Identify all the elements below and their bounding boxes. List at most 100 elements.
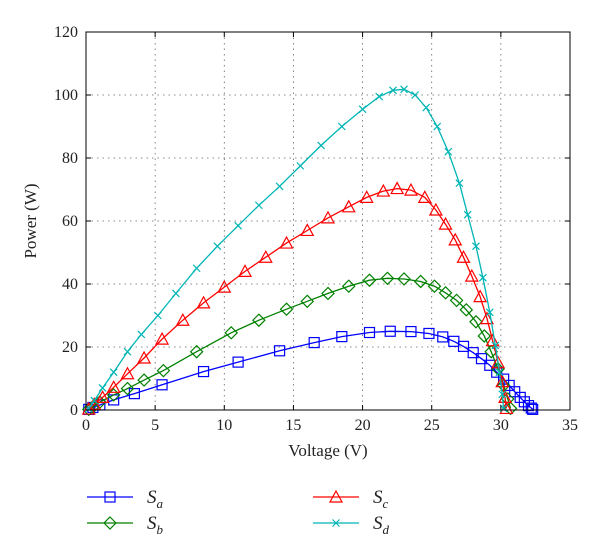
x-tick-label: 10 — [216, 417, 232, 434]
legend-item-sd: Sd — [313, 513, 390, 537]
data-point-sd — [498, 390, 507, 399]
data-point-sc — [175, 312, 190, 326]
data-point-sd — [400, 85, 408, 94]
data-point-sc — [258, 249, 273, 263]
data-point-sa — [525, 402, 537, 414]
data-point-sb — [300, 294, 315, 309]
data-point-sa — [423, 327, 435, 340]
grid-lines — [86, 32, 570, 410]
data-point-sb — [252, 313, 266, 328]
data-point-sc — [448, 232, 463, 246]
data-point-sc — [495, 374, 510, 388]
series-line-sd — [88, 88, 505, 409]
data-point-sd — [98, 384, 107, 392]
legend-label-base: S — [147, 487, 157, 508]
y-tick-label: 80 — [62, 150, 78, 167]
x-tick-label: 15 — [285, 417, 301, 434]
legend-label: Sc — [373, 487, 389, 511]
x-axis-label: Voltage (V) — [288, 441, 367, 460]
data-point-sa — [518, 396, 530, 408]
data-point-sb — [156, 363, 171, 378]
data-point-sc — [403, 182, 418, 196]
data-point-sa — [484, 359, 496, 371]
legend-label-base: S — [373, 513, 383, 534]
y-tick-label: 40 — [62, 276, 78, 293]
data-point-sc — [417, 190, 432, 203]
axis-ticks: 0 5 10 15 20 25 30 35 0 20 40 60 80 100 120 — [54, 24, 578, 434]
data-point-sa — [128, 388, 140, 400]
data-point-sd — [495, 368, 504, 377]
data-point-sa — [457, 340, 470, 352]
data-point-sd — [463, 210, 472, 219]
y-tick-label: 60 — [62, 213, 78, 230]
data-point-sd — [275, 182, 284, 191]
series-sd — [84, 85, 508, 413]
y-tick-label: 20 — [62, 339, 78, 356]
legend-item-sa: Sa — [87, 487, 164, 511]
data-point-sc — [491, 355, 506, 369]
data-point-sb — [137, 373, 151, 387]
data-point-sd — [375, 92, 384, 101]
data-point-sc — [390, 181, 405, 195]
x-tick-label: 30 — [493, 417, 509, 434]
data-point-sb — [224, 325, 239, 340]
data-point-sa — [232, 356, 244, 368]
data-point-sd — [444, 147, 453, 156]
data-point-sb — [397, 272, 411, 286]
data-point-sc — [320, 210, 336, 224]
data-point-sb — [449, 293, 464, 308]
data-point-sd — [389, 86, 397, 95]
data-point-sb — [120, 381, 135, 396]
data-point-sa — [384, 325, 396, 337]
legend-label: Sd — [373, 513, 390, 537]
y-tick-label: 120 — [54, 24, 78, 41]
x-tick-label: 35 — [562, 417, 578, 434]
data-point-sb — [380, 271, 395, 286]
data-point-sd — [317, 141, 326, 150]
legend-label-subscript: c — [383, 496, 389, 511]
data-point-sd — [137, 330, 146, 339]
data-point-sa — [437, 331, 449, 343]
data-point-sb — [413, 274, 428, 289]
data-point-sb — [321, 286, 335, 301]
data-point-sa — [475, 353, 488, 365]
legend-label: Sb — [147, 513, 164, 537]
legend-marker — [104, 491, 116, 503]
legend-item-sb: Sb — [87, 513, 164, 537]
data-point-sd — [411, 91, 420, 99]
x-tick-label: 25 — [424, 417, 440, 434]
data-point-sd — [422, 103, 431, 112]
legend-label-subscript: d — [383, 522, 390, 537]
y-tick-label: 0 — [70, 402, 78, 419]
data-point-sd — [234, 221, 243, 230]
data-point-sb — [477, 329, 492, 343]
data-point-sd — [337, 122, 346, 131]
data-point-sd — [491, 341, 500, 350]
data-point-sa — [308, 336, 320, 349]
legend-label-base: S — [373, 487, 383, 508]
data-point-sc — [438, 216, 453, 230]
data-point-sc — [485, 333, 500, 347]
data-point-sb — [81, 402, 96, 417]
data-point-sb — [469, 314, 483, 329]
data-point-sc — [217, 279, 232, 293]
data-point-sa — [527, 403, 539, 415]
data-point-sb — [189, 344, 204, 359]
data-point-sb — [459, 302, 474, 317]
data-point-sc — [300, 223, 315, 237]
data-point-sc — [376, 183, 391, 197]
data-point-sd — [455, 179, 464, 188]
data-point-sd — [171, 289, 180, 298]
y-tick-label: 100 — [54, 87, 78, 104]
data-point-sb — [341, 279, 356, 294]
data-point-sd — [192, 264, 201, 273]
series-layer — [81, 85, 539, 417]
data-point-sc — [359, 190, 374, 203]
data-point-sd — [90, 396, 99, 405]
data-point-sd — [213, 242, 222, 251]
data-point-sc — [480, 311, 495, 325]
series-line-sc — [88, 187, 508, 410]
legend-marker — [103, 516, 117, 530]
data-point-sc — [473, 289, 488, 303]
